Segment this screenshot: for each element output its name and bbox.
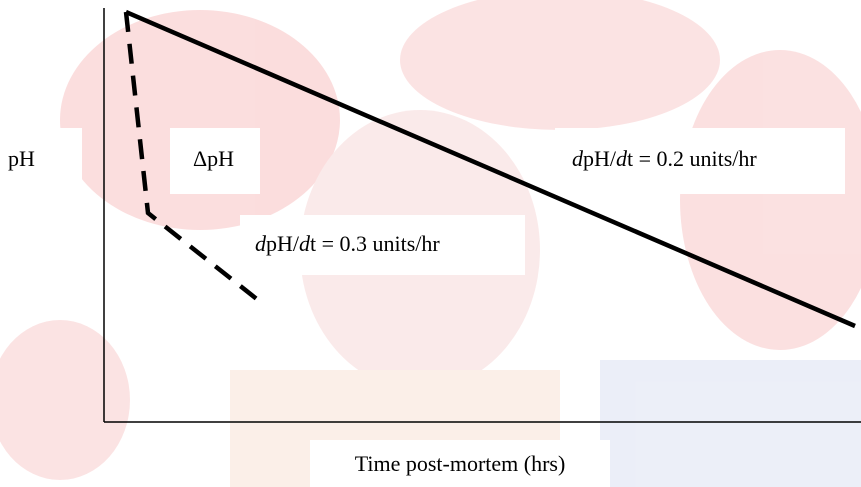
delta-label: ΔpH: [193, 146, 234, 171]
diagram: pH ΔpH dpH/dt = 0.2 units/hr dpH/dt = 0.…: [0, 0, 861, 487]
text: t = 0.2 units/hr: [627, 146, 757, 171]
y-axis-label: pH: [8, 146, 35, 171]
text: t = 0.3 units/hr: [310, 231, 440, 256]
x-axis-label: Time post-mortem (hrs): [355, 451, 566, 476]
slope-label: dpH/dt = 0.3 units/hr: [255, 231, 440, 256]
slope-label: dpH/dt = 0.2 units/hr: [572, 146, 757, 171]
text: pH/: [266, 231, 300, 256]
text: pH/: [583, 146, 617, 171]
